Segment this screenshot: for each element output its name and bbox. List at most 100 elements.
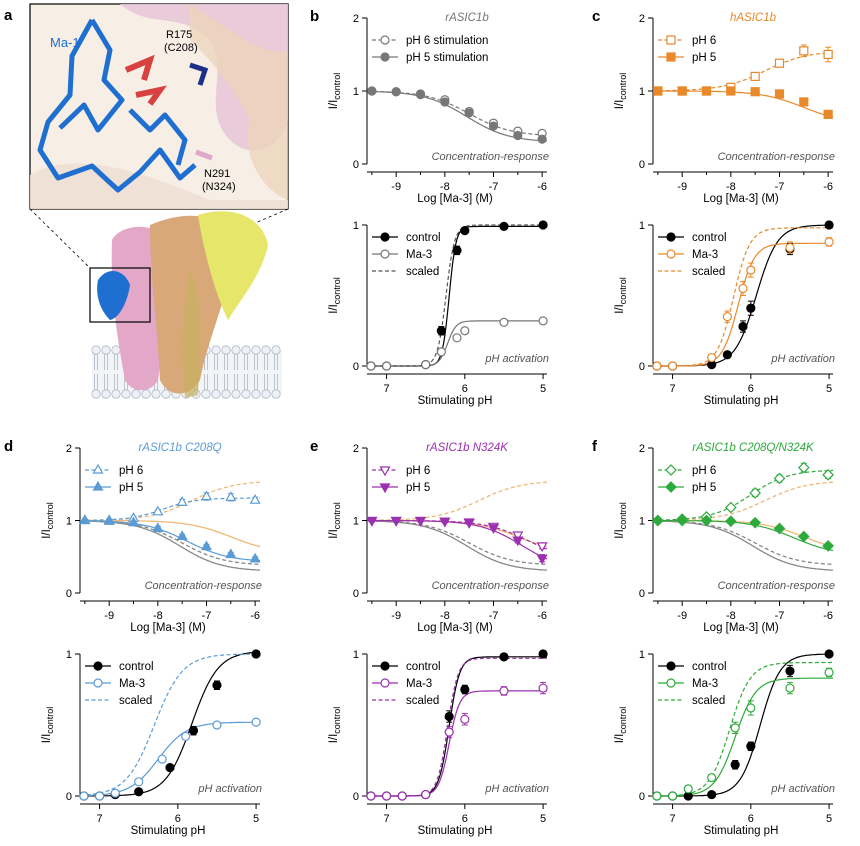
legend: pH 6 pH 5 [658,35,716,64]
x-tick-label: -6 [537,610,547,622]
x-axis-label: Log [Ma-3] (M) [130,622,206,634]
y-tick-label: 1 [639,649,645,661]
x-tick-label: 5 [540,813,546,825]
x-tick-label: -6 [537,181,547,193]
y-tick-label: 2 [66,443,72,455]
fit-curve-ph-6 [653,469,834,521]
legend: pH 6 pH 5 [85,463,143,494]
reference-curve [79,520,260,571]
y-tick-label: 1 [66,516,72,528]
y-axis-label-sub: control [332,73,342,100]
data-point-ma-3 [824,667,834,678]
lipid-head [271,389,281,399]
x-axis-label: Stimulating pH [418,395,493,407]
data-point-ph-5 [823,109,833,119]
legend-label: Ma-3 [406,249,432,261]
x-tick-label: -9 [391,610,401,622]
legend-marker [92,480,104,491]
fit-curve-ma-3 [80,721,260,797]
x-tick-label: 6 [462,813,468,825]
data-point-control [746,303,756,313]
lipid-head [251,345,261,355]
zoom-connector-left [29,208,91,269]
x-axis-label: Stimulating pH [704,395,779,407]
y-tick-label: 1 [639,516,645,528]
lipid-head [91,389,101,399]
x-tick-label: -8 [153,610,163,622]
legend-label: pH 6 [692,35,716,47]
data-point-ph-6 [799,46,809,56]
data-point-ph-5 [676,514,689,527]
reference-curve [80,481,261,521]
y-axis-label: I/Icontrol [614,73,628,110]
data-point-control [460,684,470,695]
y-tick-label: 1 [353,86,359,98]
legend-label: pH 5 [692,482,716,494]
data-point-ma-3 [667,791,678,801]
legend-label: scaled [692,266,725,278]
x-tick-label: 7 [384,813,390,825]
y-axis-label: I/Icontrol [614,502,628,539]
data-point-ph-6 [176,496,188,506]
data-point-control [730,760,740,770]
data-point-ph-5 [536,554,548,565]
data-point-ma-3 [824,237,834,247]
data-point-ph-5 [127,516,140,527]
y-axis-label-main: I/I [41,734,53,744]
y-axis-label-main: I/I [614,734,626,744]
data-point-ma-3 [499,686,509,696]
data-point-ph-5-stimulation [513,130,523,141]
data-point-ma-3 [381,791,392,801]
data-point-control [460,226,470,236]
data-point-ph-5 [799,97,809,107]
reference-curve [653,520,833,565]
data-point-ph-5 [773,522,786,535]
lipid-head [241,345,251,355]
legend: control Ma-3 scaled [85,661,154,707]
legend: control Ma-3 scaled [372,232,441,278]
data-point-ph-6 [724,501,737,514]
legend-label: Ma-3 [692,249,718,261]
data-point-ph-6 [152,505,164,516]
data-point-ma-3 [538,683,548,693]
y-axis-label: I/Icontrol [328,277,342,314]
legend-marker [380,35,390,45]
lipid-head [201,389,211,399]
data-point-control [444,711,454,722]
legend-label: scaled [406,695,439,707]
y-tick-label: 1 [353,220,359,232]
data-point-control [824,649,834,659]
legend-label: pH 5 [406,482,430,494]
legend-marker [379,466,391,477]
lipid-head [111,345,121,355]
fit-curve-ma-3 [653,677,834,797]
legend-label: pH 6 [692,465,716,477]
data-point-ma-3 [460,326,470,336]
data-point-ph-6 [797,461,810,474]
label-c208: (C208) [164,42,198,54]
data-point-ma-3 [212,720,222,730]
data-point-ph-6 [536,542,548,553]
data-point-ph-6 [225,491,237,501]
chart-annotation: pH activation [770,783,835,795]
data-point-ma-3 [722,312,732,322]
lipid-head [211,345,221,355]
data-point-ph-5 [439,517,451,528]
data-point-ph-6 [249,493,261,504]
lipid-head [91,345,101,355]
legend-label: pH 5 [692,52,716,64]
y-axis-label-main: I/I [328,304,340,314]
lipid-head [101,345,111,355]
y-axis-label: I/Icontrol [614,707,628,744]
y-tick-label: 2 [639,13,645,25]
x-tick-label: -9 [677,610,687,622]
x-tick-label: 6 [748,813,754,825]
ma1-backbone-ribbon [37,18,197,193]
x-tick-label: 7 [670,383,676,395]
data-point-ph-5-stimulation [464,108,474,118]
data-point-ma-3 [452,333,462,343]
data-point-ph-5 [176,530,188,541]
x-tick-label: -7 [202,610,212,622]
fit-curve-control [653,653,833,797]
